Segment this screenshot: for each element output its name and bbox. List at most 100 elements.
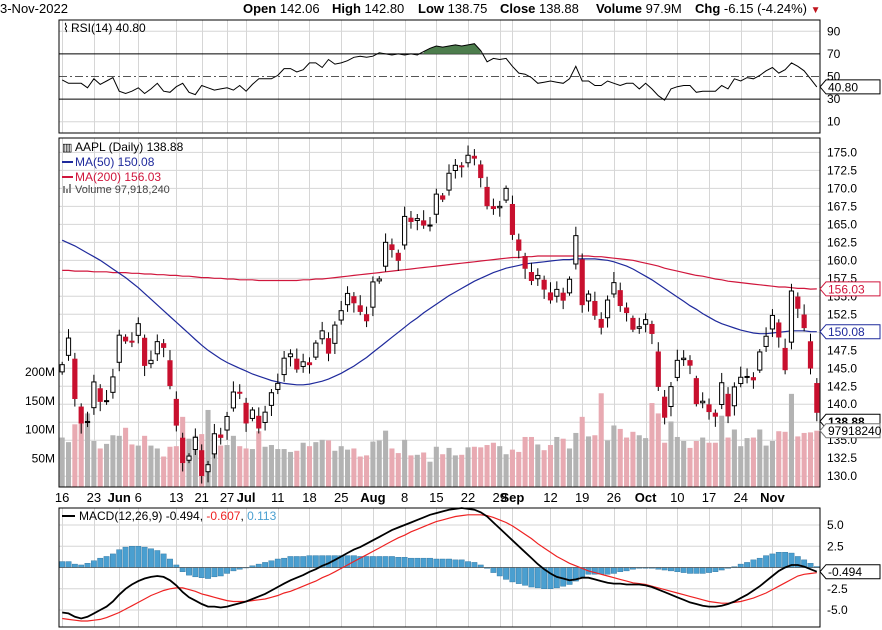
volume-bar [528,436,534,487]
price-tick-label: 162.5 [827,235,857,249]
macd-histogram-bar [712,567,719,572]
macd-line [62,507,818,620]
volume-bar [427,461,433,487]
candle-body [237,391,243,394]
candle-body [687,360,693,366]
volume-bar [357,456,363,487]
candle-body [103,400,110,403]
macd-histogram-bar [427,557,433,568]
macd-histogram-bar [192,567,199,578]
candle-body [363,314,370,322]
macd-histogram-bar [382,556,389,568]
macd-histogram-bar [737,563,744,568]
candle-body [275,382,281,390]
candle-body [465,154,471,164]
candle-body [617,290,623,307]
volume-bar [319,439,325,487]
candle-body [452,164,458,171]
volume-bar [801,432,807,487]
price-tick-label: 142.5 [827,379,857,393]
candle-body [78,406,84,424]
volume-bar [306,446,313,487]
candle-body [560,292,566,301]
macd-histogram-bar [97,557,104,568]
volume-bar [465,447,471,487]
candle-body [585,293,592,302]
volume-bar [376,440,382,487]
volume-bar [59,437,65,487]
candle-body [598,318,604,328]
macd-histogram-bar [154,550,161,568]
volume-bar [522,436,528,487]
macd-histogram-bar [224,567,230,574]
volume-bar [592,435,598,487]
candle-body [738,376,744,385]
candle-body [205,464,211,473]
candle-body [218,434,224,438]
x-axis-label: Oct [635,490,657,505]
macd-histogram-bar [471,562,478,568]
macd-histogram-bar [148,548,154,568]
ma200-line [62,255,817,290]
volume-bar [345,449,351,487]
volume-bar [624,437,630,487]
macd-histogram-bar [141,546,148,568]
macd-histogram-bar [446,558,452,568]
candle-body [91,381,97,409]
volume-bar [497,446,503,487]
volume-bar [294,450,300,487]
macd-histogram-bar [122,546,129,568]
candle-body [643,319,649,325]
macd-histogram-bar [281,557,288,568]
volume-last-tag [819,423,881,439]
rsi-panel-border [58,19,821,134]
volume-bar [256,431,262,487]
rsi-last-tag-label: 40.80 [828,80,858,94]
candle-body [649,323,655,334]
macd-histogram-bar [306,555,313,568]
macd-histogram-bar [611,567,617,574]
macd-histogram-bar [674,567,681,572]
volume-bar [205,409,211,487]
candle-body [516,239,522,251]
ma200-last-tag [819,281,881,297]
macd-histogram-bar [769,553,776,568]
candle-body [712,412,718,417]
rsi-line [61,43,818,101]
volume-tick-label: 150M [25,394,55,408]
volume-bar [167,446,173,487]
volume-bar [687,447,693,487]
candle-body [807,341,814,369]
volume-bar [490,442,496,487]
x-axis-label: 12 [543,490,557,505]
volume-bar [776,431,782,487]
volume-bar [91,441,97,487]
x-axis-label: 15 [429,490,443,505]
volume-bar [332,450,338,487]
ma200-legend: MA(200) 156.03 [75,170,161,184]
volume-bar [484,445,490,487]
volume-bar [313,442,319,487]
volume-bar [440,454,446,487]
volume-bar [547,445,554,487]
candle-body [700,400,706,404]
candle-body [446,172,452,191]
change-value: Chg -6.15 (-4.24%) ▼ [695,1,821,16]
macd-histogram-bar [528,567,535,588]
macd-histogram-bar [439,558,446,568]
volume-tick-label: 50M [32,451,55,465]
x-axis-label: 13 [169,490,183,505]
candle-body [497,205,503,209]
macd-histogram-bar [693,567,700,574]
macd-histogram-bar [129,546,135,568]
candle-body [408,217,414,222]
rsi-tick-label: 90 [827,24,841,38]
price-tick-label: 147.5 [827,343,857,357]
x-axis-label: 10 [670,490,684,505]
macd-histogram-bar [496,567,503,577]
volume-bar [719,415,725,487]
rsi-tick-label: 10 [827,115,841,129]
macd-histogram-bar [110,553,116,568]
volume-bar [795,436,801,487]
